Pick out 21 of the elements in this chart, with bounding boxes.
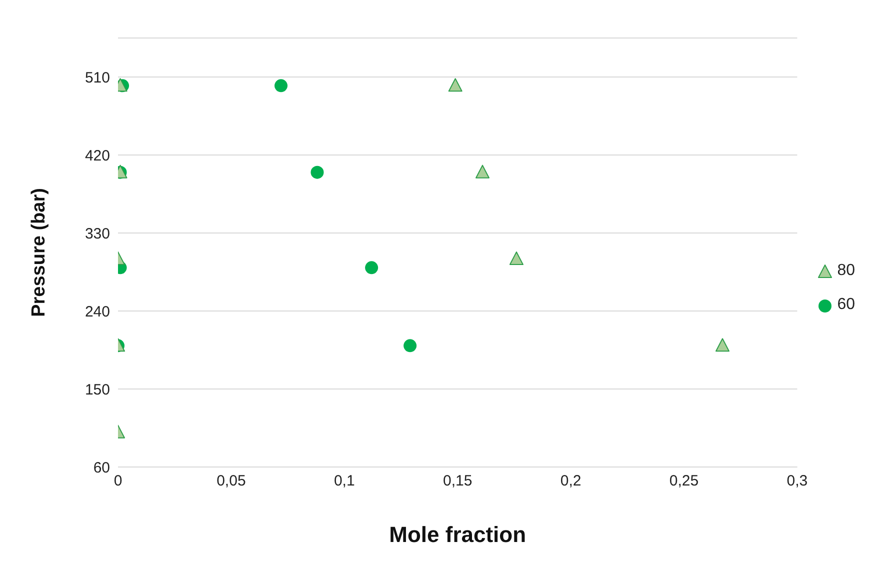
x-tick-label: 0,05 [216,472,246,490]
point [365,261,378,274]
y-tick-label: 330 [84,225,110,242]
legend-label: 60 [837,296,855,314]
y-tick-label: 60 [93,459,110,476]
y-axis-title: Pressure (bar) [28,188,50,317]
x-tick-label: 0,2 [560,472,582,490]
y-tick-label: 420 [84,147,110,164]
legend-label: 80 [837,262,855,280]
x-axis-title: Mole fraction [389,522,526,547]
x-tick-label: 0,25 [669,472,699,490]
x-tick-label: 0,3 [786,472,808,490]
x-tick-label: 0,1 [334,472,355,490]
point [404,339,417,352]
x-tick-label: 0 [114,472,122,490]
point [310,166,324,179]
y-tick-label: 240 [84,303,110,320]
x-tick-label: 0,15 [443,472,472,490]
y-tick-label: 150 [84,381,110,398]
y-tick-label: 510 [84,69,110,86]
point [274,79,288,92]
